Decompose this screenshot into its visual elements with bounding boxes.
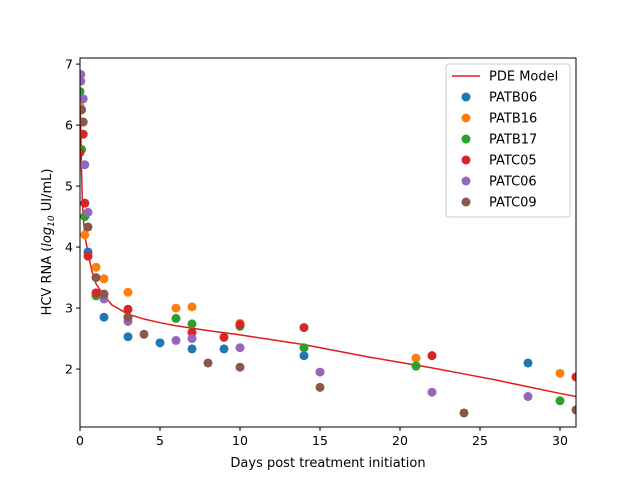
legend-swatch [461,92,471,102]
data-point [235,362,245,372]
series-patc09 [80,105,576,418]
x-tick-label: 5 [156,433,164,448]
data-point [80,87,85,97]
data-point [523,358,533,368]
data-point [80,148,85,158]
data-point [80,160,90,170]
data-point [315,382,325,392]
data-point [459,408,469,418]
data-point [171,313,181,323]
y-axis: 2 3 4 5 6 7 [65,57,80,377]
legend-swatch [461,113,471,123]
data-point [171,335,181,345]
data-point [123,312,133,322]
data-point [411,361,421,371]
data-point [123,332,133,342]
legend-label: PATB06 [489,91,537,106]
data-point [91,262,101,272]
data-point [80,198,90,208]
legend: PDE Model PATB06 PATB16 PATB17 PATC05 PATC06 P… [445,63,571,218]
data-point [555,396,565,406]
data-point [187,302,197,312]
data-point [235,320,245,330]
data-point [427,351,437,361]
plot-frame [79,57,577,428]
data-point [187,344,197,354]
legend-label: PDE Model [489,70,558,85]
legend-label: PATC09 [489,196,537,211]
data-point [315,367,325,377]
data-point [80,117,88,127]
data-point [411,353,421,363]
legend-swatch [461,134,471,144]
data-point [123,304,133,314]
data-point [235,343,245,353]
data-point [80,129,88,139]
data-point [139,329,149,339]
legend-box [445,63,571,218]
data-point [299,343,309,353]
data-point [99,274,109,284]
data-point [187,319,197,329]
data-point [80,230,90,240]
legend-label: PATB16 [489,112,537,127]
data-point [523,392,533,402]
data-point [80,94,88,104]
legend-label: PATC05 [489,154,537,169]
data-point [219,344,229,354]
y-tick-label: 4 [65,240,73,255]
legend-swatch [461,176,471,186]
legend-swatch [461,155,471,165]
data-point [427,387,437,397]
data-point [203,358,213,368]
series-patc05 [80,129,576,382]
y-tick-label: 6 [65,118,73,133]
y-tick-label: 7 [65,57,73,72]
y-axis-label: HCV RNA (log10 UI/mL) [40,169,57,316]
series-patc06 [80,69,533,402]
x-tick-label: 15 [312,433,328,448]
data-point [80,105,87,115]
data-point [555,368,565,378]
data-point [571,372,576,382]
data-point [219,332,229,342]
data-point [83,207,93,217]
data-point [171,303,181,313]
data-point [99,289,109,299]
y-tick-label: 3 [65,301,73,316]
legend-swatch [461,197,471,207]
x-tick-label: 0 [76,433,84,448]
data-point [83,251,93,261]
data-point [571,405,576,415]
legend-label: PATB17 [489,133,537,148]
data-point [123,287,133,297]
data-point [299,351,309,361]
data-point [187,334,197,344]
data-point [91,288,101,298]
points-layer [80,69,576,418]
data-point [299,323,309,333]
data-point [99,312,109,322]
x-tick-label: 30 [552,433,568,448]
data-point [83,222,93,232]
data-point [80,76,86,86]
data-point [91,273,101,283]
y-tick-label: 2 [65,362,73,377]
legend-label: PATC06 [489,175,537,190]
x-axis: 0 5 10 15 20 25 30 [76,427,568,448]
y-tick-label: 5 [65,179,73,194]
x-tick-label: 10 [232,433,248,448]
x-tick-label: 25 [472,433,488,448]
data-point [155,338,165,348]
x-axis-label: Days post treatment initiation [230,456,425,471]
x-tick-label: 20 [392,433,408,448]
